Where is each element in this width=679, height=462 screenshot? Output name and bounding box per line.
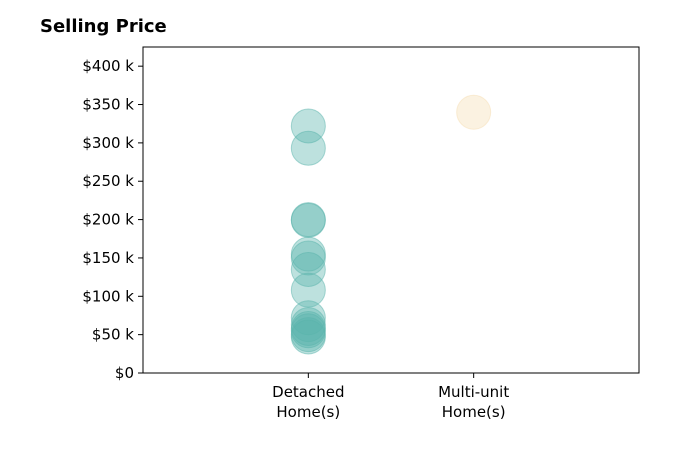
chart-title: Selling Price: [40, 16, 167, 37]
y-tick-label: $150 k: [82, 249, 134, 267]
y-tick-label: $200 k: [82, 211, 134, 229]
y-tick-label: $50 k: [92, 326, 134, 344]
y-tick-label: $100 k: [82, 287, 134, 305]
y-tick-label: $300 k: [82, 134, 134, 152]
data-point: [290, 108, 326, 144]
data-point: [290, 272, 326, 308]
data-point: [290, 130, 326, 166]
data-point: [290, 251, 326, 287]
data-point: [456, 94, 492, 130]
plot-frame: [142, 46, 640, 374]
y-tick-label: $400 k: [82, 57, 134, 75]
data-point: [290, 319, 326, 355]
y-tick-label: $250 k: [82, 172, 134, 190]
y-tick-label: $0: [115, 364, 134, 382]
data-point: [290, 202, 326, 238]
plot-area: [290, 94, 492, 355]
y-tick-label: $350 k: [82, 96, 134, 114]
data-point: [290, 240, 326, 276]
y-axis: $0 $50 k $100 k $150 k $200 k $250 k $300 k $35…: [82, 57, 143, 382]
x-tick-label: Detached Home(s): [272, 383, 344, 421]
x-axis: Detached Home(s) Multi-unit Home(s): [272, 373, 509, 421]
x-tick-label: Multi-unit Home(s): [438, 383, 509, 421]
